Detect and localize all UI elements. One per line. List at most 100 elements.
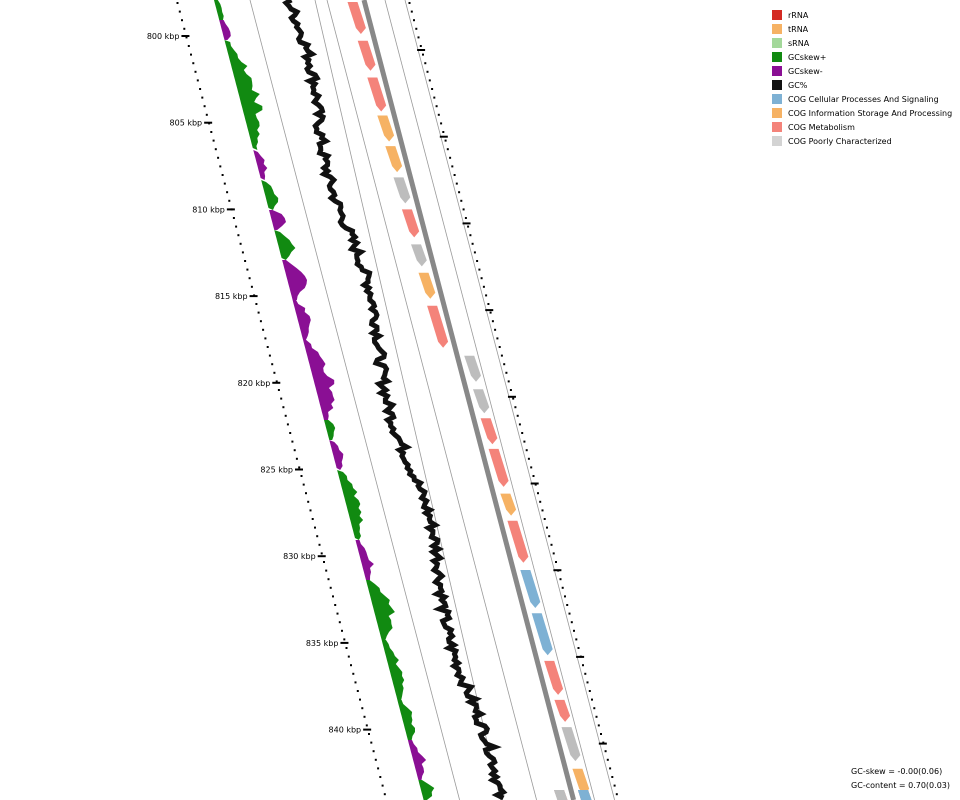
minor-tick [244,260,247,262]
feature-cog-metabolism [488,448,509,487]
minor-tick [555,561,557,563]
feature-cog-metabolism [427,305,449,348]
minor-tick [550,543,553,546]
minor-tick [246,268,249,271]
minor-tick [237,234,240,237]
guide-line [384,0,595,800]
minor-tick [356,690,359,692]
minor-tick [518,423,521,426]
guide-lines [249,0,615,800]
legend-item-gcskew-pos: GCskew+ [772,50,952,64]
minor-tick [433,96,436,99]
gc-skew-positive [324,420,336,440]
minor-tick [250,285,253,288]
minor-tick [345,647,348,649]
tick-label: 835 kbp [306,639,339,648]
minor-tick [300,475,303,477]
minor-tick [181,19,183,22]
minor-tick [449,156,452,159]
guide-line [326,0,537,800]
minor-tick [217,156,220,159]
minor-tick [282,406,285,409]
gc-content-track [282,0,508,800]
legend-swatch [772,24,782,34]
minor-tick [480,277,483,280]
minor-tick [413,19,415,22]
feature-cog-cellular-processes-and-signaling [578,790,591,800]
minor-tick [302,483,305,486]
minor-tick [410,10,413,13]
minor-tick [491,320,494,323]
feature-cog-poorly-characterized [561,727,581,762]
minor-tick [293,449,296,452]
minor-tick [582,664,584,667]
legend-label: GC% [788,80,808,90]
minor-tick [262,328,265,331]
minor-tick [451,165,454,168]
gc-skew-positive [337,470,364,540]
minor-tick [214,148,217,151]
minor-tick [541,509,544,512]
minor-tick [176,2,179,4]
minor-tick [347,655,350,658]
sequence-stats: GC-skew = -0.00(0.06) GC-content = 0.70(… [851,765,950,793]
minor-tick [478,268,481,271]
minor-tick [291,440,294,443]
minor-tick [442,131,445,133]
minor-tick [354,681,357,684]
minor-tick [286,423,289,426]
gc-content-line [282,0,508,800]
minor-tick [532,475,535,477]
minor-tick [422,53,424,56]
minor-tick [424,62,427,65]
minor-tick [575,638,578,641]
legend-label: COG Poorly Characterized [788,136,892,146]
gc-skew-negative [292,300,311,340]
minor-tick [600,733,602,735]
minor-tick [577,647,580,649]
minor-tick [219,165,222,168]
minor-tick [476,260,479,262]
minor-tick [593,707,596,710]
minor-tick [570,621,573,624]
minor-tick [323,561,325,563]
gc-skew-negative [407,740,427,780]
feature-cog-poorly-characterized [473,389,490,414]
gc-skew-positive [397,700,415,740]
minor-tick [309,509,312,512]
gc-skew-positive [274,230,296,260]
legend-item-gc-percent: GC% [772,78,952,92]
minor-tick [613,784,616,787]
legend-item-trna: tRNA [772,22,952,36]
gc-skew-negative [269,210,286,230]
minor-tick [539,500,542,503]
minor-tick [359,698,361,701]
gc-skew-positive [224,40,263,150]
minor-tick [280,397,283,400]
minor-tick [329,586,332,589]
minor-tick [509,389,512,391]
minor-tick [277,389,280,391]
legend-item-cog-information: COG Information Storage And Processing [772,106,952,120]
minor-tick [588,690,591,692]
minor-tick [494,328,497,331]
minor-tick [591,698,593,701]
minor-tick [453,174,456,176]
minor-tick [482,285,485,288]
minor-tick [500,354,503,357]
minor-tick [259,320,262,323]
genome-backbone [361,0,577,800]
minor-tick [462,208,465,211]
minor-tick [368,733,370,735]
minor-tick [537,492,539,495]
legend-swatch [772,94,782,104]
minor-tick [223,182,226,185]
legend-swatch [772,80,782,90]
gc-content-stat: GC-content = 0.70(0.03) [851,781,950,790]
minor-tick [264,337,267,340]
minor-tick [239,242,242,245]
minor-tick [318,543,321,546]
feature-cog-poorly-characterized [411,244,427,267]
minor-tick [221,174,224,176]
